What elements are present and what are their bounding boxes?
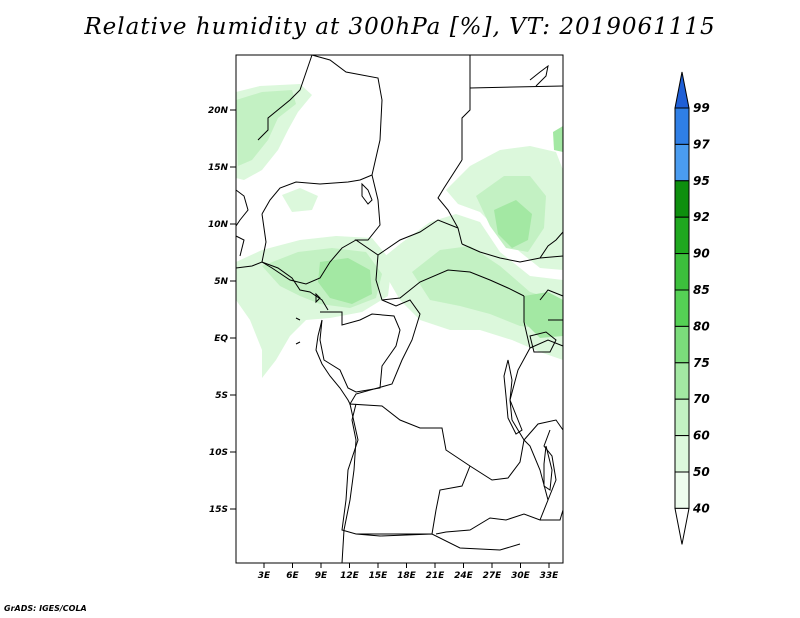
guinea-edge — [235, 235, 245, 257]
colorbar-label: 92 — [693, 210, 710, 224]
coastline-west — [235, 261, 329, 311]
colorbar-segment — [674, 143, 690, 182]
lon-tick-label: 27E — [483, 571, 503, 581]
country-boundaries — [235, 54, 564, 564]
colorbar-segment — [674, 471, 690, 509]
colorbar-label: 40 — [692, 501, 710, 515]
humidity-area-cameroon — [318, 258, 372, 304]
lat-tick-label: 10S — [209, 448, 228, 458]
colorbar-segment — [674, 398, 690, 437]
bight-islands — [295, 292, 321, 345]
humidity-area-nigeria — [282, 188, 318, 212]
lake-victoria — [529, 331, 557, 353]
sinai-coast — [529, 64, 549, 87]
humidity-area-east-dense — [494, 200, 532, 248]
lake-tanganyika — [503, 359, 523, 435]
boundary-car-drc — [375, 254, 525, 301]
colorbar-bottom-arrow — [674, 507, 690, 545]
boundary-namibia-botswana — [355, 533, 521, 551]
humidity-area-uganda — [524, 292, 563, 338]
colorbar-label: 70 — [693, 392, 710, 406]
coastline-gabon-congo — [315, 319, 357, 564]
boundary-algeria-libya — [311, 54, 383, 176]
colorbar-segment — [674, 216, 690, 255]
lat-tick-label: 15S — [209, 505, 228, 515]
lon-tick-label: 6E — [286, 571, 299, 581]
boundary-mali-niger — [257, 54, 313, 141]
lat-tick-label: 10N — [208, 220, 229, 230]
boundary-angola — [341, 403, 471, 535]
credit-text: GrADS: IGES/COLA — [4, 604, 87, 613]
colorbar-label: 50 — [693, 465, 710, 479]
lon-tick-label: 24E — [454, 571, 474, 581]
humidity-area-ne-edge — [553, 126, 563, 152]
humidity-shading — [236, 84, 563, 378]
map-title: Relative humidity at 300hPa [%], VT: 201… — [84, 14, 716, 40]
lon-tick-label: 21E — [426, 571, 446, 581]
colorbar-label: 75 — [693, 356, 710, 370]
lake-malawi — [543, 445, 553, 491]
boundary-zambia — [435, 439, 549, 535]
boundary-sudan-ssudan — [461, 243, 564, 263]
colorbar-label: 99 — [693, 101, 710, 115]
lat-tick-label: 20N — [208, 106, 229, 116]
lat-tick-label: 5N — [214, 277, 228, 287]
boundary-libya-egypt — [461, 55, 471, 160]
lon-tick-label: 15E — [369, 571, 389, 581]
lon-tick-label: 3E — [258, 571, 271, 581]
humidity-area-central-core — [412, 246, 556, 330]
ethiopia-edge — [539, 231, 564, 259]
boundary-egypt-sudan — [469, 85, 564, 89]
lon-tick-label: 9E — [315, 571, 328, 581]
colorbar: 99 97 95 92 90 85 80 75 70 60 50 40 — [674, 71, 710, 545]
lat-tick-label: 5S — [215, 391, 228, 401]
colorbar-label: 80 — [693, 319, 710, 333]
lat-tick-label: 15N — [208, 163, 229, 173]
colorbar-segment — [674, 325, 690, 364]
boundary-chad-sudan — [437, 159, 463, 245]
lat-tick-label: EQ — [214, 334, 228, 344]
lake-chad — [361, 182, 373, 205]
boundary-mozambique — [540, 429, 564, 521]
longitude-axis: 3E 6E 9E 12E 15E 18E 21E 24E 27E 30E 33E — [258, 563, 559, 581]
boundary-tanzania — [523, 339, 564, 441]
colorbar-segment — [674, 253, 690, 291]
colorbar-label: 85 — [693, 283, 710, 297]
colorbar-segment — [674, 107, 690, 145]
map-frame — [235, 54, 564, 564]
boundary-niger-chad — [261, 174, 373, 215]
colorbar-label: 60 — [693, 429, 710, 443]
colorbar-segment — [674, 362, 690, 400]
boundary-nigeria — [261, 213, 357, 285]
lon-tick-label: 33E — [540, 571, 560, 581]
colorbar-segment — [674, 435, 690, 473]
lon-tick-label: 30E — [511, 571, 531, 581]
senegal-edge — [235, 189, 249, 227]
boundary-chad-car — [354, 174, 459, 256]
boundary-cameroon-congo — [319, 311, 401, 393]
colorbar-top-arrow — [674, 71, 690, 109]
colorbar-segment — [674, 289, 690, 327]
latitude-axis: 20N 15N 10N 5N EQ 5S 10S 15S — [208, 106, 236, 515]
colorbar-segment — [674, 180, 690, 218]
boundary-uganda-kenya — [539, 289, 564, 321]
lon-tick-label: 18E — [397, 571, 417, 581]
colorbar-label: 97 — [693, 137, 710, 151]
lon-tick-label: 12E — [340, 571, 360, 581]
humidity-area-nw-core — [236, 90, 296, 166]
colorbar-label: 95 — [693, 174, 710, 188]
colorbar-label: 90 — [693, 247, 710, 261]
